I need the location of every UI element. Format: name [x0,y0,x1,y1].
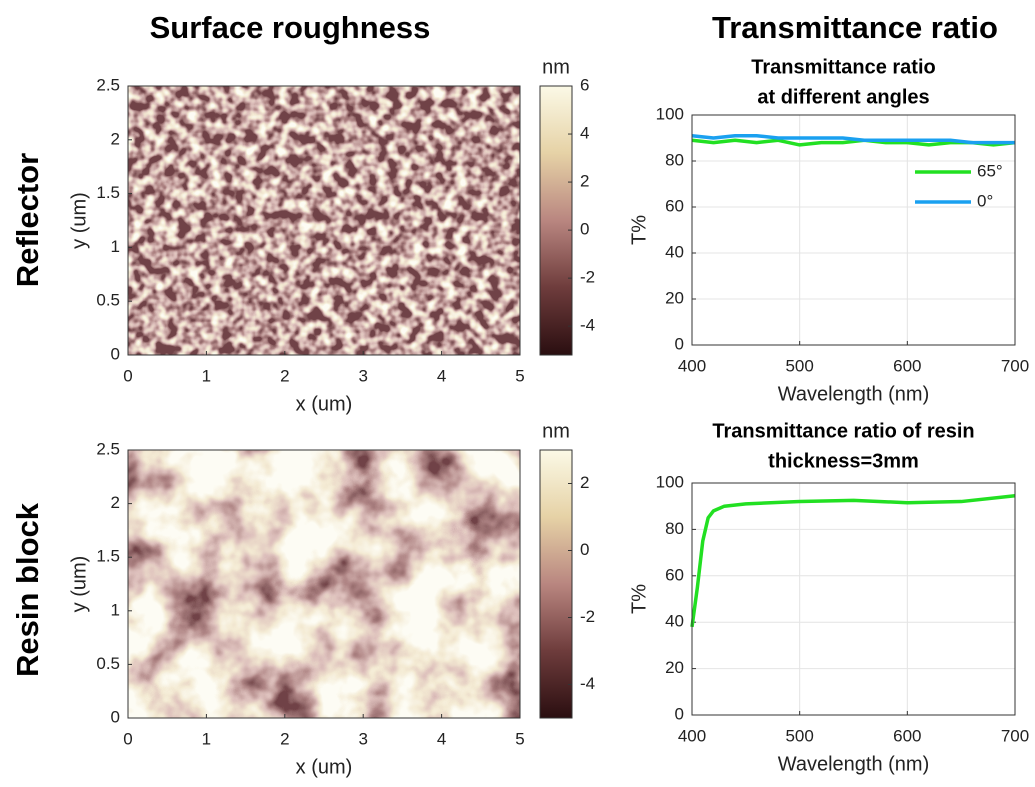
y-tick-label: 1 [111,237,120,256]
y-tick-label: 0.5 [96,654,120,673]
x-axis-label: Wavelength (nm) [778,753,930,775]
colorbar-tick-label: -4 [580,674,595,693]
y-axis-label: T% [628,215,650,245]
plot-frame [127,85,521,356]
chart-title: Transmittance ratio [751,56,936,78]
y-tick-label: 0 [111,344,120,363]
x-tick-label: 5 [515,366,524,385]
x-tick-label: 0 [123,366,132,385]
x-tick-label: 600 [893,356,921,375]
x-tick-label: 0 [123,729,132,748]
x-tick-label: 400 [678,356,706,375]
y-axis-label: y (um) [68,556,90,613]
y-tick-label: 1.5 [96,547,120,566]
colorbar-tick-label: 4 [580,124,589,143]
colorbar [539,85,573,356]
x-tick-label: 2 [280,729,289,748]
surface-image [128,86,520,355]
x-tick-label: 1 [202,729,211,748]
y-tick-label: 2.5 [96,439,120,458]
colorbar-tick-label: 6 [580,75,589,94]
chart-title: at different angles [757,86,929,108]
surface-image [128,450,520,718]
colorbar-label: nm [542,420,570,442]
colorbar-tick-label: -2 [580,607,595,626]
y-tick-label: 40 [665,612,684,631]
x-tick-label: 600 [893,726,921,745]
colorbar-tick-label: 2 [580,473,589,492]
y-tick-label: 80 [665,150,684,169]
colorbar-tick-label: 2 [580,172,589,191]
colorbar [539,449,573,719]
chart-title: thickness=3mm [768,450,919,472]
y-tick-label: 100 [656,472,684,491]
x-tick-label: 4 [437,366,446,385]
x-tick-label: 3 [358,366,367,385]
chart-title: Transmittance ratio of resin [712,420,974,442]
y-tick-label: 100 [656,104,684,123]
colorbar-tick-label: 0 [580,540,589,559]
x-tick-label: 500 [785,726,813,745]
plot-frame [691,114,1016,346]
column-title: Transmittance ratio [712,10,998,45]
column-title: Surface roughness [150,10,431,45]
x-axis-label: x (um) [296,756,353,778]
plot-frame [127,449,521,719]
y-tick-label: 1.5 [96,183,120,202]
colorbar-label: nm [542,56,570,78]
row-label: Resin block [10,502,45,677]
x-tick-label: 1 [202,366,211,385]
x-axis-label: x (um) [296,393,353,415]
y-tick-label: 80 [665,519,684,538]
y-tick-label: 1 [111,600,120,619]
colorbar-tick-label: -4 [580,316,595,335]
x-tick-label: 2 [280,366,289,385]
x-tick-label: 700 [1001,726,1029,745]
data-line [690,494,1016,628]
x-tick-label: 4 [437,729,446,748]
x-tick-label: 5 [515,729,524,748]
x-tick-label: 700 [1001,356,1029,375]
y-tick-label: 2.5 [96,75,120,94]
y-tick-label: 0 [111,707,120,726]
y-tick-label: 0 [675,704,684,723]
y-tick-label: 40 [665,242,684,261]
plot-frame [691,482,1016,716]
row-label: Reflector [10,153,45,287]
y-tick-label: 20 [665,288,684,307]
colorbar-tick-label: -2 [580,268,595,287]
y-tick-label: 0 [675,334,684,353]
y-tick-label: 2 [111,493,120,512]
y-axis-label: y (um) [68,192,90,249]
colorbar-tick-label: 0 [580,220,589,239]
legend-label: 0° [977,191,993,210]
x-tick-label: 3 [358,729,367,748]
legend-label: 65° [977,161,1003,180]
x-tick-label: 400 [678,726,706,745]
y-axis-label: T% [628,584,650,614]
data-line [691,133,1015,145]
y-tick-label: 60 [665,196,684,215]
x-tick-label: 500 [785,356,813,375]
y-tick-label: 20 [665,658,684,677]
y-tick-label: 0.5 [96,291,120,310]
y-tick-label: 2 [111,129,120,148]
x-axis-label: Wavelength (nm) [778,383,930,405]
y-tick-label: 60 [665,565,684,584]
